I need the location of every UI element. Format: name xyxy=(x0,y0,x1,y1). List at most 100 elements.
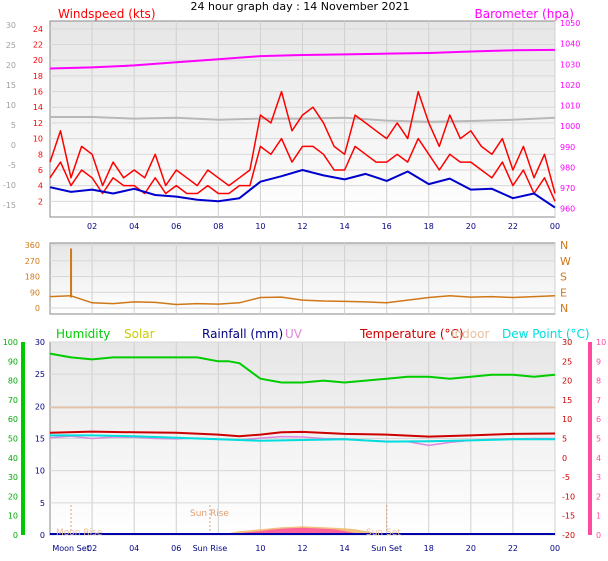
annotation-sun-set: Sun Set xyxy=(366,528,401,538)
temp-right-y-tick-label: 0 xyxy=(562,454,567,463)
legend-indoor: Indoor xyxy=(451,327,489,341)
far-right-y-tick-label: 10 xyxy=(596,338,606,347)
wind-outer-y-tick-label: -15 xyxy=(3,201,16,210)
wind-series-avg xyxy=(49,169,556,209)
windspeed-axis-label: Windspeed (kts) xyxy=(58,7,156,21)
legend-uv: UV xyxy=(285,327,303,341)
wind-series-gust xyxy=(49,90,556,194)
annotation-sun-rise: Sun Rise xyxy=(190,509,229,519)
far-right-y-tick-label: 4 xyxy=(596,454,601,463)
barometer-y-tick-label: 970 xyxy=(560,184,575,193)
wind-outer-y-tick-label: 25 xyxy=(6,41,16,50)
temp-x-tick-label: 20 xyxy=(466,544,476,553)
direction-y-tick-label: 0 xyxy=(35,304,40,313)
wind-y-tick-label: 14 xyxy=(33,103,43,112)
wind-y-tick-label: 16 xyxy=(33,88,43,97)
temp-x-tick-label: 18 xyxy=(424,544,434,553)
wind-outer-y-tick-label: -10 xyxy=(3,181,16,190)
humidity-y-tick-label: 100 xyxy=(3,338,18,347)
far-right-y-tick-label: 1 xyxy=(596,512,601,521)
wind-outer-y-tick-label: 10 xyxy=(6,101,16,110)
wind-x-tick-label: 14 xyxy=(339,222,349,231)
wind-x-tick-label: 08 xyxy=(213,222,223,231)
temp-left-y-tick-label: 0 xyxy=(40,531,45,540)
wind-x-tick-label: 22 xyxy=(508,222,518,231)
barometer-y-tick-label: 960 xyxy=(560,205,575,214)
wind-y-tick-label: 4 xyxy=(38,182,43,191)
direction-compass-label: N xyxy=(560,302,568,315)
wind-series-gray xyxy=(50,116,556,123)
wind-x-tick-label: 20 xyxy=(466,222,476,231)
temp-x-tick-label: 10 xyxy=(255,544,265,553)
wind-outer-y-tick-label: 15 xyxy=(6,81,16,90)
humidity-y-tick-label: 30 xyxy=(8,473,18,482)
far-right-y-tick-label: 5 xyxy=(596,435,601,444)
direction-compass-label: N xyxy=(560,239,568,252)
far-right-y-tick-label: 2 xyxy=(596,492,601,501)
almanac-label: Sun Rise xyxy=(193,544,228,553)
far-right-y-tick-label: 7 xyxy=(596,396,601,405)
temp-x-tick-label: 12 xyxy=(297,544,307,553)
barometer-axis-label: Barometer (hpa) xyxy=(475,7,574,21)
barometer-y-tick-label: 1020 xyxy=(560,81,580,90)
direction-y-tick-label: 180 xyxy=(25,273,40,282)
temp-series-temp xyxy=(49,430,556,438)
barometer-y-tick-label: 1030 xyxy=(560,60,580,69)
temp-left-y-tick-label: 5 xyxy=(40,499,45,508)
temp-right-y-tick-label: -15 xyxy=(562,512,575,521)
temp-right-y-tick-label: 25 xyxy=(562,357,572,366)
direction-compass-label: S xyxy=(560,271,567,284)
barometer-y-tick-label: 1040 xyxy=(560,40,580,49)
humidity-y-tick-label: 50 xyxy=(8,435,18,444)
humidity-y-tick-label: 40 xyxy=(8,454,18,463)
temp-x-tick-label: 06 xyxy=(171,544,181,553)
temp-right-y-tick-label: 10 xyxy=(562,415,572,424)
wind-x-tick-label: 00 xyxy=(550,222,560,231)
wind-x-tick-label: 02 xyxy=(87,222,97,231)
temp-right-y-tick-label: -10 xyxy=(562,492,575,501)
humidity-y-tick-label: 80 xyxy=(8,377,18,386)
far-right-y-tick-label: 3 xyxy=(596,473,601,482)
legend-humidity: Humidity xyxy=(56,327,110,341)
legend-rainfall: Rainfall (mm) xyxy=(202,327,283,341)
wind-series-wind xyxy=(49,137,556,202)
wind-y-tick-label: 12 xyxy=(33,119,43,128)
temp-x-tick-label: 02 xyxy=(87,544,97,553)
rain-axis-bar xyxy=(21,342,25,535)
direction-y-tick-label: 360 xyxy=(25,241,40,250)
temp-left-y-tick-label: 25 xyxy=(35,370,45,379)
legend-temperature: Temperature (°C) xyxy=(359,327,464,341)
humidity-y-tick-label: 20 xyxy=(8,492,18,501)
temp-series-dew xyxy=(50,434,555,443)
wind-y-tick-label: 20 xyxy=(33,56,43,65)
wind-x-tick-label: 10 xyxy=(255,222,265,231)
far-right-y-tick-label: 0 xyxy=(596,531,601,540)
barometer-y-tick-label: 980 xyxy=(560,163,575,172)
wind-x-tick-label: 16 xyxy=(382,222,392,231)
wind-x-tick-label: 04 xyxy=(129,222,139,231)
wind-y-tick-label: 2 xyxy=(38,197,43,206)
wind-y-tick-label: 24 xyxy=(33,25,43,34)
temp-left-y-tick-label: 30 xyxy=(35,338,45,347)
wind-outer-y-tick-label: -5 xyxy=(8,161,16,170)
wind-outer-y-tick-label: 0 xyxy=(11,141,16,150)
wind-y-tick-label: 10 xyxy=(33,135,43,144)
legend-dew-point: Dew Point (°C) xyxy=(502,327,590,341)
temp-left-y-tick-label: 20 xyxy=(35,402,45,411)
wind-x-tick-label: 18 xyxy=(424,222,434,231)
humidity-y-tick-label: 70 xyxy=(8,396,18,405)
direction-y-tick-label: 270 xyxy=(25,257,40,266)
chart-title: 24 hour graph day : 14 November 2021 xyxy=(190,0,409,13)
wind-x-tick-label: 12 xyxy=(297,222,307,231)
direction-compass-label: E xyxy=(560,286,567,299)
far-right-y-tick-label: 6 xyxy=(596,415,601,424)
temp-right-y-tick-label: -20 xyxy=(562,531,575,540)
annotation-moon-rise: Moon Rise xyxy=(56,528,103,538)
far-right-y-tick-label: 8 xyxy=(596,377,601,386)
humidity-y-tick-label: 60 xyxy=(8,415,18,424)
temp-right-y-tick-label: -5 xyxy=(562,473,570,482)
barometer-y-tick-label: 1000 xyxy=(560,122,580,131)
temp-left-y-tick-label: 10 xyxy=(35,467,45,476)
wind-x-tick-label: 06 xyxy=(171,222,181,231)
